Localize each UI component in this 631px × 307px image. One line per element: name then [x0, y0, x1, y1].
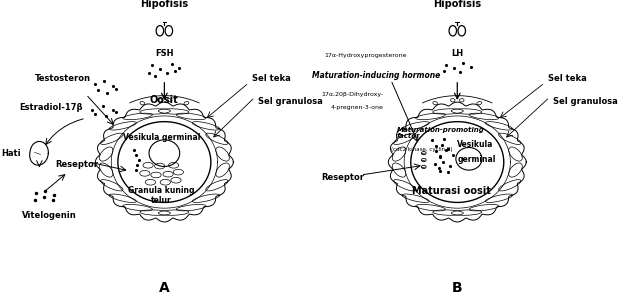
Text: Sel granulosa: Sel granulosa	[258, 97, 322, 106]
Text: Hipofisis: Hipofisis	[433, 0, 481, 9]
Text: germinal: germinal	[457, 155, 495, 164]
Ellipse shape	[411, 122, 504, 202]
Text: Reseptor: Reseptor	[56, 161, 98, 169]
Text: Vesikula germinal: Vesikula germinal	[122, 133, 200, 142]
Text: B: B	[452, 281, 463, 295]
Text: A: A	[159, 281, 170, 295]
Text: Hati: Hati	[2, 149, 21, 158]
Text: 17α,20β-Dihydroxy-: 17α,20β-Dihydroxy-	[321, 92, 384, 97]
Text: Maturasi oosit: Maturasi oosit	[412, 186, 491, 196]
Text: Estradiol-17β: Estradiol-17β	[20, 103, 83, 112]
Text: (cdc2 kinase, cyclin B): (cdc2 kinase, cyclin B)	[391, 146, 452, 152]
Text: 17α-Hydroxyprogesterone: 17α-Hydroxyprogesterone	[324, 53, 407, 58]
Text: Granula kuning
telur: Granula kuning telur	[128, 185, 194, 205]
Text: factor: factor	[397, 133, 420, 139]
Text: Sel teka: Sel teka	[252, 74, 291, 83]
Text: 4-pregnen-3-one: 4-pregnen-3-one	[331, 105, 383, 110]
Ellipse shape	[118, 122, 211, 202]
Text: Vitelogenin: Vitelogenin	[23, 211, 77, 220]
Ellipse shape	[149, 140, 180, 166]
Text: LH: LH	[451, 49, 463, 58]
Text: Maturation-promoting: Maturation-promoting	[397, 127, 485, 133]
Text: Maturation-inducing hormone: Maturation-inducing hormone	[312, 71, 440, 80]
Text: Sel granulosa: Sel granulosa	[553, 97, 618, 106]
Ellipse shape	[456, 147, 482, 170]
Text: Sel teka: Sel teka	[548, 74, 587, 83]
Text: Hipofisis: Hipofisis	[140, 0, 189, 9]
Text: FSH: FSH	[155, 49, 174, 58]
Text: Vesikula: Vesikula	[457, 140, 493, 149]
Text: Reseptor: Reseptor	[321, 173, 364, 182]
Text: Oosit: Oosit	[150, 95, 179, 105]
Text: Testosteron: Testosteron	[35, 74, 90, 83]
